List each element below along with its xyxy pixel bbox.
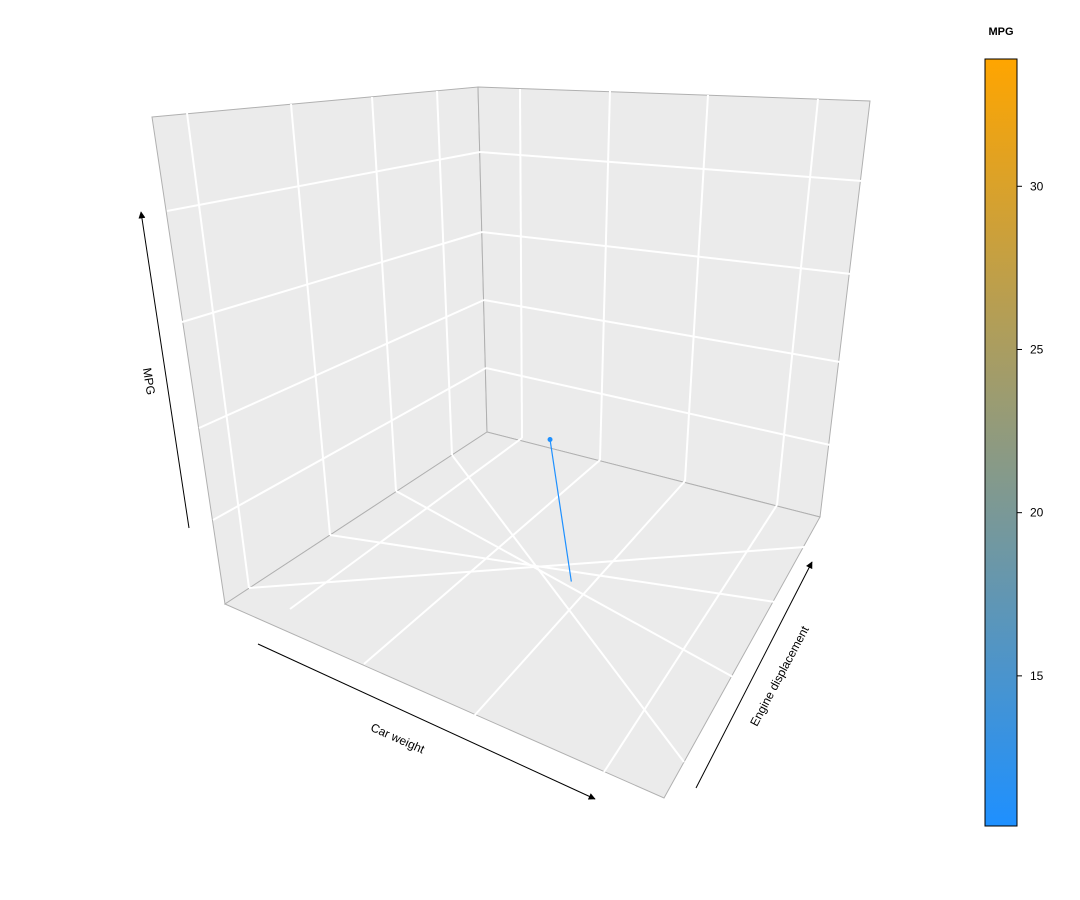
z-axis-label: MPG (140, 367, 158, 396)
floor-panel (223, 431, 821, 799)
grid-floor-b4 (451, 454, 685, 763)
grid-left-wall-v4 (436, 90, 453, 456)
legend-ticks: 15 20 25 30 (1017, 179, 1044, 683)
grid-right-wall-v1 (519, 88, 523, 439)
grid-left-wall-v2 (290, 103, 331, 536)
axis-arrows (138, 211, 813, 800)
grid-right-wall-v3 (684, 94, 709, 482)
grid-floor-a4 (603, 504, 778, 773)
gridlines (166, 88, 863, 773)
x-axis-arrow (257, 643, 596, 800)
grid-right-wall-h3 (483, 299, 841, 363)
y-axis-arrow (695, 561, 813, 789)
y-axis-label: Engine displacement (747, 623, 812, 729)
z-axis-arrow (138, 211, 190, 529)
grid-floor-a3 (473, 480, 686, 717)
grid-left-wall-h1 (166, 151, 481, 212)
data-layer (547, 437, 572, 582)
grid-right-wall-v4 (776, 98, 819, 506)
grid-floor-b3 (395, 490, 734, 678)
grid-left-wall-h4 (212, 367, 487, 521)
grid-left-wall-h2 (181, 231, 483, 323)
plot-panels (151, 86, 871, 799)
grid-floor-b1 (248, 546, 806, 589)
data-point (547, 437, 553, 443)
x-axis-label: Car weight (369, 720, 428, 756)
grid-floor-b2 (329, 534, 776, 603)
grid-right-wall-h4 (485, 367, 831, 446)
grid-right-wall-h2 (481, 231, 852, 275)
legend-title: MPG (988, 26, 1013, 38)
grid-floor-a2 (363, 459, 601, 665)
legend-tick-label: 15 (1030, 669, 1044, 683)
grid-left-wall-v3 (371, 96, 397, 492)
legend-tick-label: 20 (1030, 506, 1044, 520)
legend-tick-label: 30 (1030, 179, 1044, 193)
grid-left-wall-v1 (186, 112, 250, 589)
data-drop-line (549, 439, 572, 582)
grid-right-wall-h1 (479, 151, 863, 182)
grid-left-wall-h3 (198, 299, 485, 429)
legend-color-bar (984, 58, 1018, 827)
grid-floor-a1 (289, 437, 523, 610)
grid-right-wall-v2 (599, 90, 611, 461)
legend-tick-label: 25 (1030, 342, 1044, 356)
color-legend: MPG 15 20 25 30 (984, 26, 1044, 827)
